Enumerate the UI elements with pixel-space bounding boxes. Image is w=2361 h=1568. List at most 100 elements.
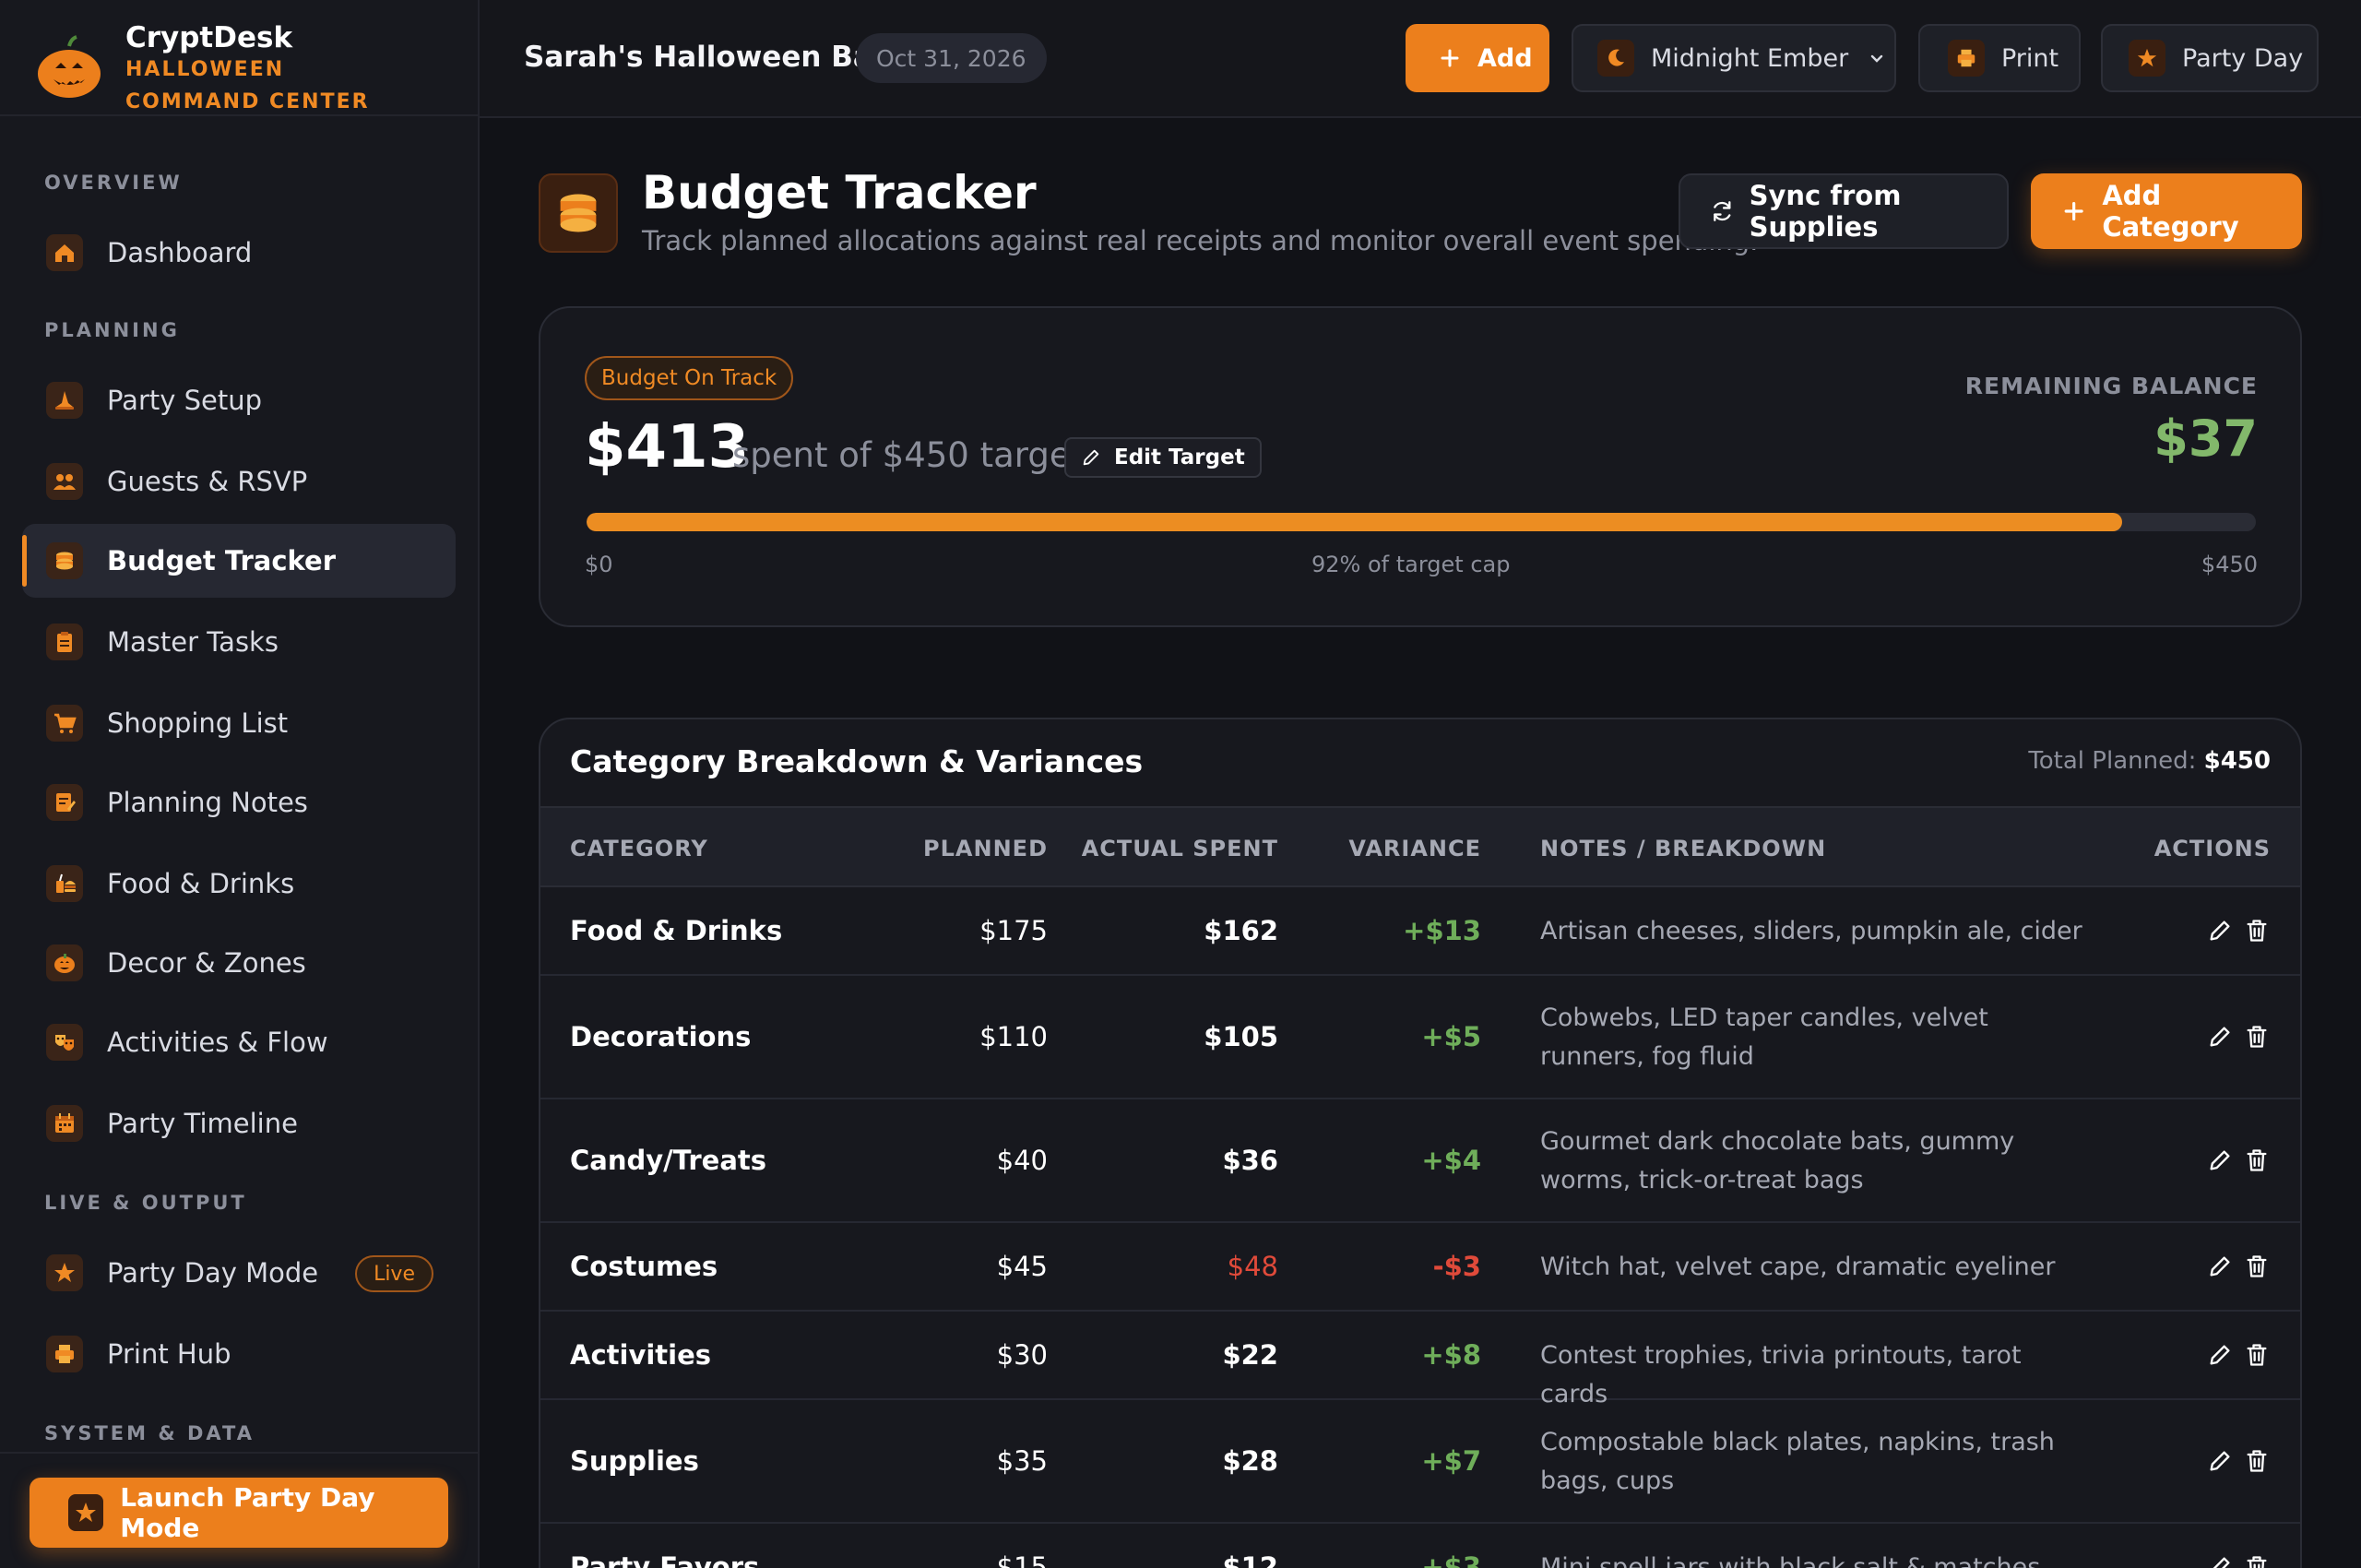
home-icon — [46, 234, 83, 271]
sidebar-item-dashboard[interactable]: Dashboard — [22, 216, 456, 290]
sidebar-item-print-hub[interactable]: Print Hub — [22, 1317, 456, 1391]
brand: CryptDesk HALLOWEEN COMMAND CENTER — [0, 0, 478, 116]
sidebar-item-planning-notes[interactable]: Planning Notes — [22, 766, 456, 839]
add-button[interactable]: Add — [1406, 24, 1549, 92]
cell-planned: $45 — [996, 1251, 1048, 1282]
delete-row-icon[interactable] — [2243, 917, 2271, 944]
sidebar-item-party-setup[interactable]: Party Setup — [22, 363, 456, 437]
header-actual: ACTUAL SPENT — [1081, 836, 1278, 861]
printer-icon — [1948, 40, 1985, 77]
page-title: Budget Tracker — [642, 166, 1037, 220]
table-header: CATEGORY PLANNED ACTUAL SPENT VARIANCE N… — [540, 806, 2300, 887]
coins-icon — [46, 542, 83, 579]
sidebar-item-label: Budget Tracker — [107, 545, 337, 576]
delete-row-icon[interactable] — [2243, 1253, 2271, 1280]
cell-category: Activities — [570, 1339, 712, 1371]
edit-row-icon[interactable] — [2206, 1023, 2234, 1051]
sidebar-item-shopping-list[interactable]: Shopping List — [22, 686, 456, 760]
sidebar-item-label: Guests & RSVP — [107, 466, 308, 497]
sidebar-item-decor-zones[interactable]: Decor & Zones — [22, 926, 456, 1000]
cell-category: Candy/Treats — [570, 1145, 767, 1176]
page-subtitle: Track planned allocations against real r… — [642, 225, 1759, 256]
cell-variance: +$13 — [1403, 915, 1481, 946]
sidebar-item-master-tasks[interactable]: Master Tasks — [22, 605, 456, 679]
table-row: Supplies $35 $28 +$7 Compostable black plate… — [540, 1400, 2300, 1524]
cell-actual: $12 — [1222, 1551, 1278, 1568]
add-category-label: Add Category — [2102, 180, 2239, 243]
remaining-balance-label: REMAINING BALANCE — [1964, 373, 2258, 399]
nav-section-system-data: SYSTEM & DATA — [44, 1422, 255, 1444]
header-actions: ACTIONS — [2153, 836, 2271, 861]
sidebar-item-party-day-mode[interactable]: Party Day Mode Live — [22, 1236, 456, 1310]
print-button-label: Print — [2001, 43, 2059, 73]
cell-planned: $15 — [996, 1551, 1048, 1568]
sidebar-item-label: Master Tasks — [107, 626, 279, 658]
live-badge: Live — [355, 1255, 433, 1292]
table-row: Activities $30 $22 +$8 Contest trophies, tri… — [540, 1312, 2300, 1408]
calendar-icon — [46, 1105, 83, 1142]
cell-variance: -$3 — [1432, 1251, 1481, 1282]
edit-row-icon[interactable] — [2206, 1447, 2234, 1475]
sidebar-item-food-drinks[interactable]: Food & Drinks — [22, 847, 456, 921]
sidebar-item-activities-flow[interactable]: Activities & Flow — [22, 1005, 456, 1079]
row-actions — [2206, 1341, 2271, 1369]
sidebar-item-guests-rsvp[interactable]: Guests & RSVP — [22, 445, 456, 518]
cell-notes: Gourmet dark chocolate bats, gummy worms… — [1540, 1127, 2015, 1194]
cell-variance: +$4 — [1421, 1145, 1481, 1176]
sidebar-item-label: Activities & Flow — [107, 1027, 328, 1058]
launch-party-day-button[interactable]: Launch Party Day Mode — [30, 1478, 448, 1548]
delete-row-icon[interactable] — [2243, 1023, 2271, 1051]
food-drink-icon — [46, 865, 83, 902]
add-button-label: Add — [1477, 43, 1533, 73]
cell-variance: +$7 — [1421, 1445, 1481, 1477]
cell-planned: $175 — [979, 915, 1048, 946]
cell-planned: $30 — [996, 1339, 1048, 1371]
sync-from-supplies-button[interactable]: Sync from Supplies — [1679, 173, 2009, 249]
table-row: Candy/Treats $40 $36 +$4 Gourmet dark chocol… — [540, 1099, 2300, 1223]
cell-category: Costumes — [570, 1251, 718, 1282]
clipboard-icon — [46, 624, 83, 660]
delete-row-icon[interactable] — [2243, 1447, 2271, 1475]
brand-subtitle: HALLOWEEN COMMAND CENTER — [125, 58, 370, 113]
total-planned-value: $450 — [2203, 747, 2271, 775]
total-planned: Total Planned: $450 — [2028, 747, 2271, 775]
cell-notes: Witch hat, velvet cape, dramatic eyeline… — [1540, 1253, 2056, 1281]
event-date: Oct 31, 2026 — [856, 33, 1047, 83]
theme-dropdown[interactable]: Midnight Ember — [1572, 24, 1896, 92]
sidebar-item-party-timeline[interactable]: Party Timeline — [22, 1087, 456, 1160]
cell-planned: $110 — [979, 1021, 1048, 1052]
sidebar-item-budget-tracker[interactable]: Budget Tracker — [22, 524, 456, 598]
cell-variance: +$8 — [1421, 1339, 1481, 1371]
party-day-button[interactable]: Party Day — [2101, 24, 2319, 92]
edit-row-icon[interactable] — [2206, 1341, 2234, 1369]
cell-notes: Cobwebs, LED taper candles, velvet runne… — [1540, 1004, 1988, 1071]
header-variance: VARIANCE — [1348, 836, 1481, 861]
star-icon — [46, 1254, 83, 1291]
nav-section-live-output: LIVE & OUTPUT — [44, 1192, 247, 1214]
category-breakdown-table: Category Breakdown & Variances Total Pla… — [539, 718, 2302, 1568]
nav-section-overview: OVERVIEW — [44, 172, 183, 194]
edit-target-button[interactable]: Edit Target — [1064, 437, 1262, 478]
edit-row-icon[interactable] — [2206, 1253, 2234, 1280]
cell-notes: Mini spell jars with black salt & matche… — [1540, 1553, 2041, 1568]
sidebar-item-label: Print Hub — [107, 1338, 231, 1370]
edit-row-icon[interactable] — [2206, 1553, 2234, 1568]
cell-notes: Compostable black plates, napkins, trash… — [1540, 1428, 2055, 1495]
row-actions — [2206, 917, 2271, 944]
star-icon — [2129, 40, 2165, 77]
moon-icon — [1597, 40, 1634, 77]
edit-row-icon[interactable] — [2206, 1146, 2234, 1174]
cell-category: Food & Drinks — [570, 915, 783, 946]
delete-row-icon[interactable] — [2243, 1146, 2271, 1174]
edit-row-icon[interactable] — [2206, 917, 2234, 944]
edit-target-label: Edit Target — [1114, 445, 1245, 469]
delete-row-icon[interactable] — [2243, 1341, 2271, 1369]
delete-row-icon[interactable] — [2243, 1553, 2271, 1568]
cell-actual: $48 — [1227, 1251, 1278, 1282]
sync-from-supplies-label: Sync from Supplies — [1749, 180, 1902, 243]
add-category-button[interactable]: Add Category — [2031, 173, 2302, 249]
print-button[interactable]: Print — [1918, 24, 2081, 92]
spent-of-target: spent of $450 target — [732, 435, 1085, 475]
cart-icon — [46, 705, 83, 742]
spent-amount: $413 — [585, 413, 750, 481]
